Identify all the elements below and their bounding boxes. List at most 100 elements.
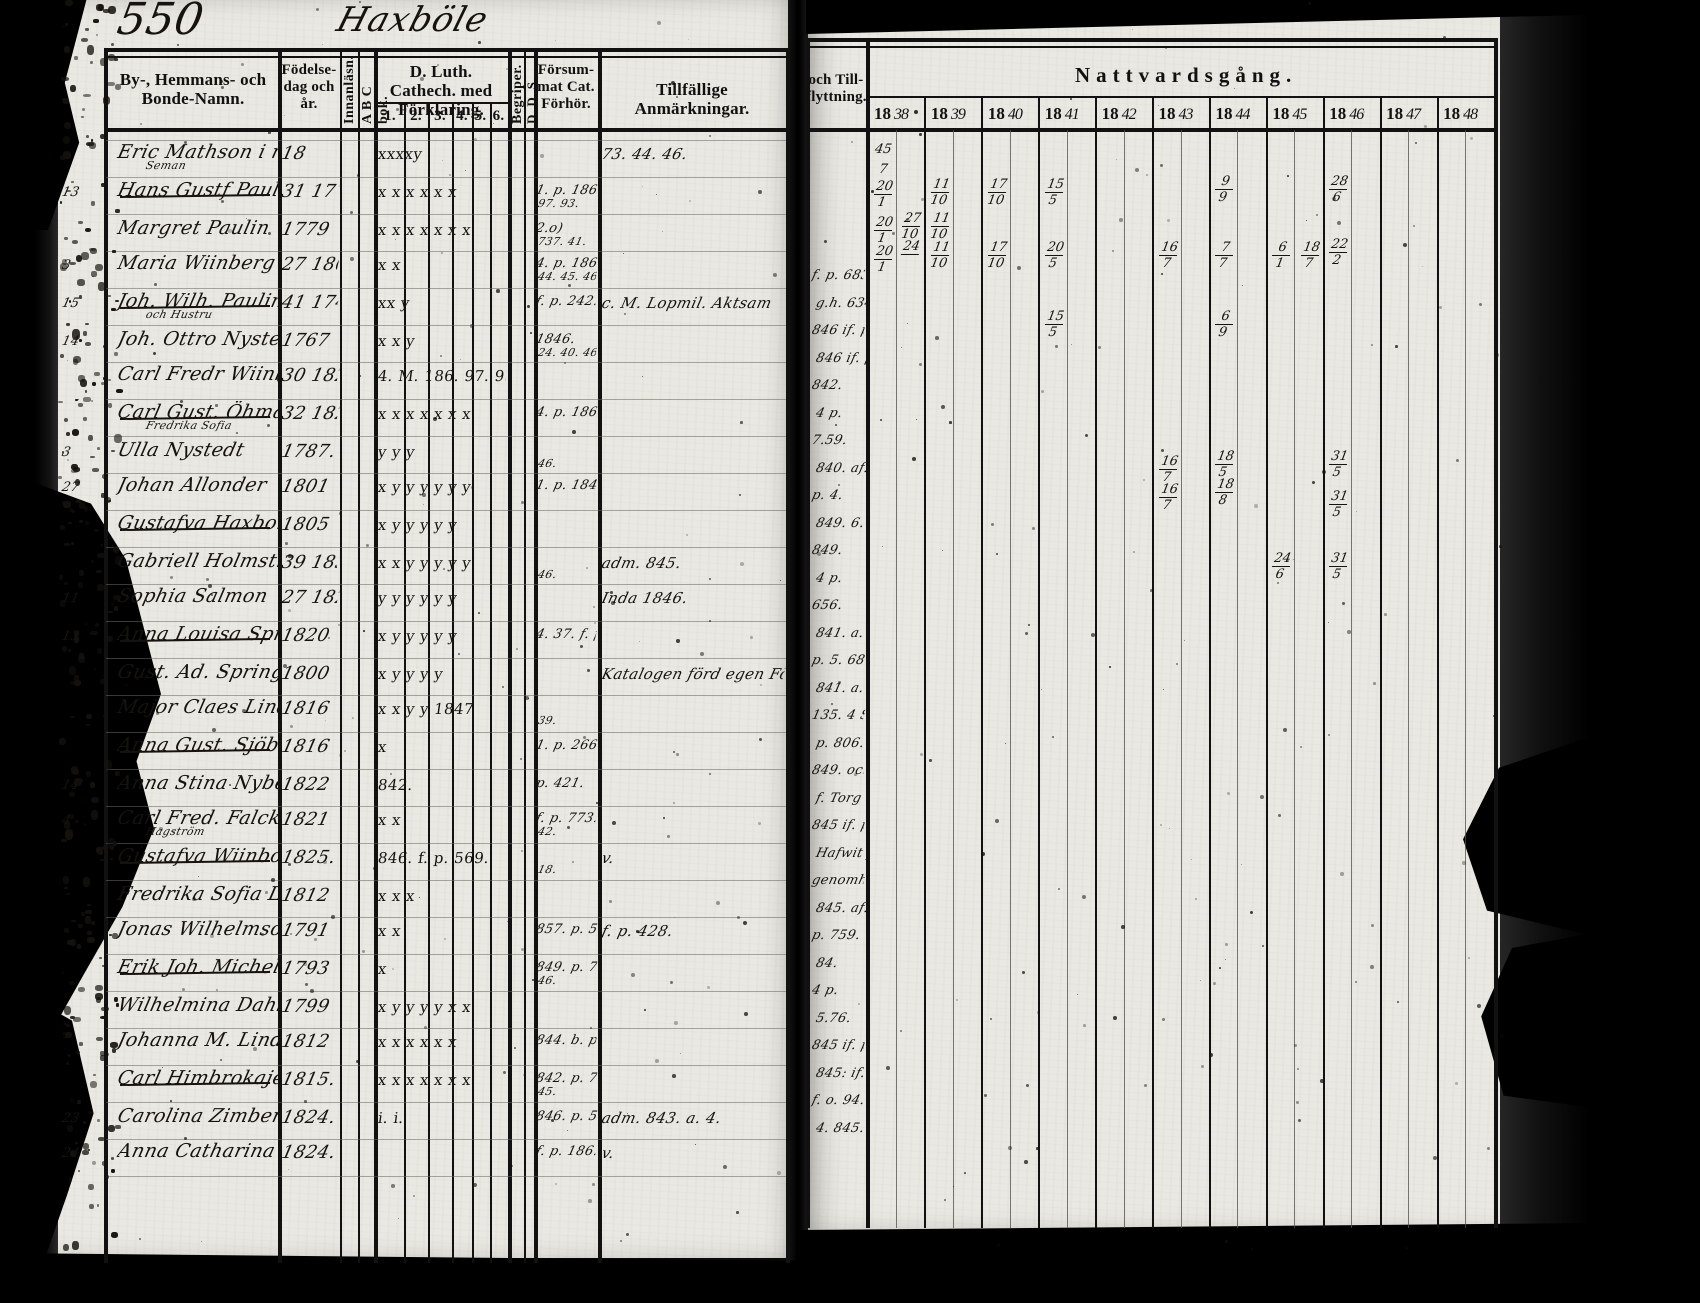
paper-speck [773,273,778,278]
paper-speck [639,641,641,643]
edge-damage-speck [103,96,111,106]
tillflyttning-note: 656. [810,598,845,613]
edge-damage-speck [89,142,96,150]
tillflyttning-note: Hafwit får mandt best och ordningen [814,845,870,861]
row-birth-date: 1767 [279,330,332,351]
edge-damage-speck [69,814,74,819]
paper-speck [201,1241,203,1243]
row-catechism-marks: x x x x x x x [376,221,473,239]
paper-speck [419,897,421,899]
edge-damage-speck [64,122,72,129]
paper-speck [140,123,142,125]
edge-damage-speck [65,23,69,27]
year-col-rule-1842 [1095,96,1097,1228]
edge-damage-speck [100,58,107,66]
paper-speck [636,930,639,933]
year-label-1840: 18 40 [987,104,1023,124]
paper-speck [610,591,613,594]
communion-month: 9 [1217,190,1229,205]
edge-damage-speck [87,937,95,943]
row-rule-left [106,436,786,437]
paper-speck [1098,346,1101,349]
paper-speck [956,999,958,1001]
year-handwritten-suffix: 46 [1346,106,1364,123]
edge-damage-speck [64,821,70,829]
edge-damage-speck [75,820,80,823]
year-col-rule-1847 [1380,96,1382,1228]
tillflyttning-note: p. 4. [810,488,845,503]
col-rule-dds-end [534,48,538,1263]
edge-damage-speck [88,435,93,442]
year-printed-prefix: 18 [987,104,1005,123]
edge-damage-speck [69,792,76,798]
edge-damage-speck [79,295,82,299]
row-annotation: adm. 845. [599,554,684,572]
year-col-rule-1848 [1437,96,1439,1228]
paper-speck [1424,125,1428,129]
row-catechism-marks: x y y y y y y [376,478,473,496]
paper-speck [471,486,474,489]
row-catechism-marks: x y y y y y [376,627,459,645]
row-forsummat-entry: f. p. 773. [534,811,598,826]
paper-speck [1146,174,1149,177]
header-forsummat-line1: Försum- [537,62,595,78]
paper-speck [583,736,587,740]
paper-speck [919,363,923,367]
paper-speck [990,26,992,28]
paper-speck [182,988,186,992]
edge-damage-speck [79,1042,83,1046]
paper-speck [1328,622,1330,624]
edge-damage-speck [97,1204,100,1207]
tillflyttning-note: 5.76. [814,1010,853,1026]
edge-damage-speck [100,859,104,861]
row-catechism-marks: xx y [376,294,412,312]
row-rule-left [106,991,786,992]
tillflyttning-note: 4. 845. 141. [814,1120,869,1136]
paper-speck [609,900,612,903]
edge-damage-speck [65,833,68,837]
edge-damage-speck [111,1169,115,1174]
paper-speck [508,561,510,563]
row-forsummat-entry: p. 421. [534,776,587,791]
edge-damage-speck [108,295,111,297]
col-rule-anm-end [786,48,790,1263]
year-col-rule-1839 [924,96,926,1228]
paper-speck [709,135,711,137]
edge-damage-speck [86,724,90,727]
edge-damage-speck [83,1121,86,1124]
paper-speck [709,773,711,775]
paper-speck [216,989,218,991]
tillflyttning-note: 4 p. [810,983,841,998]
row-birth-date: 1805 [279,514,332,535]
paper-speck [136,608,138,610]
paper-speck [626,1233,629,1236]
paper-speck [1132,29,1134,31]
paper-speck [221,86,225,90]
edge-damage-speck [64,1006,72,1016]
row-birth-date: 1816 [279,698,332,719]
paper-speck [391,1184,395,1188]
col-rule-cat1 [404,104,406,1263]
paper-speck [1008,1146,1012,1150]
paper-speck [1227,792,1230,795]
paper-speck [1312,481,1315,484]
right-frame-top [806,38,1496,42]
tillflyttning-note: 4 p. [814,570,845,586]
paper-speck [443,568,445,570]
paper-speck [1443,36,1447,40]
tillflyttning-note: g.h. 634. [814,295,870,311]
paper-speck [1024,1160,1028,1164]
paper-speck [422,493,426,497]
edge-damage-speck [63,501,71,508]
edge-damage-speck [66,1062,70,1065]
paper-speck [1025,632,1029,636]
tillflyttning-note: 846 if. p. 509. [810,323,866,338]
fraction-bar [901,254,920,255]
row-annotation: 73. 44. 46. [599,145,690,163]
paper-speck [180,400,183,403]
row-forsummat-entry: 844. b. p. 538. [534,1033,598,1048]
paper-speck [1091,633,1096,638]
tillflyttning-note: 842. [810,378,845,393]
edge-damage-speck [61,77,69,82]
paper-speck [67,360,69,362]
